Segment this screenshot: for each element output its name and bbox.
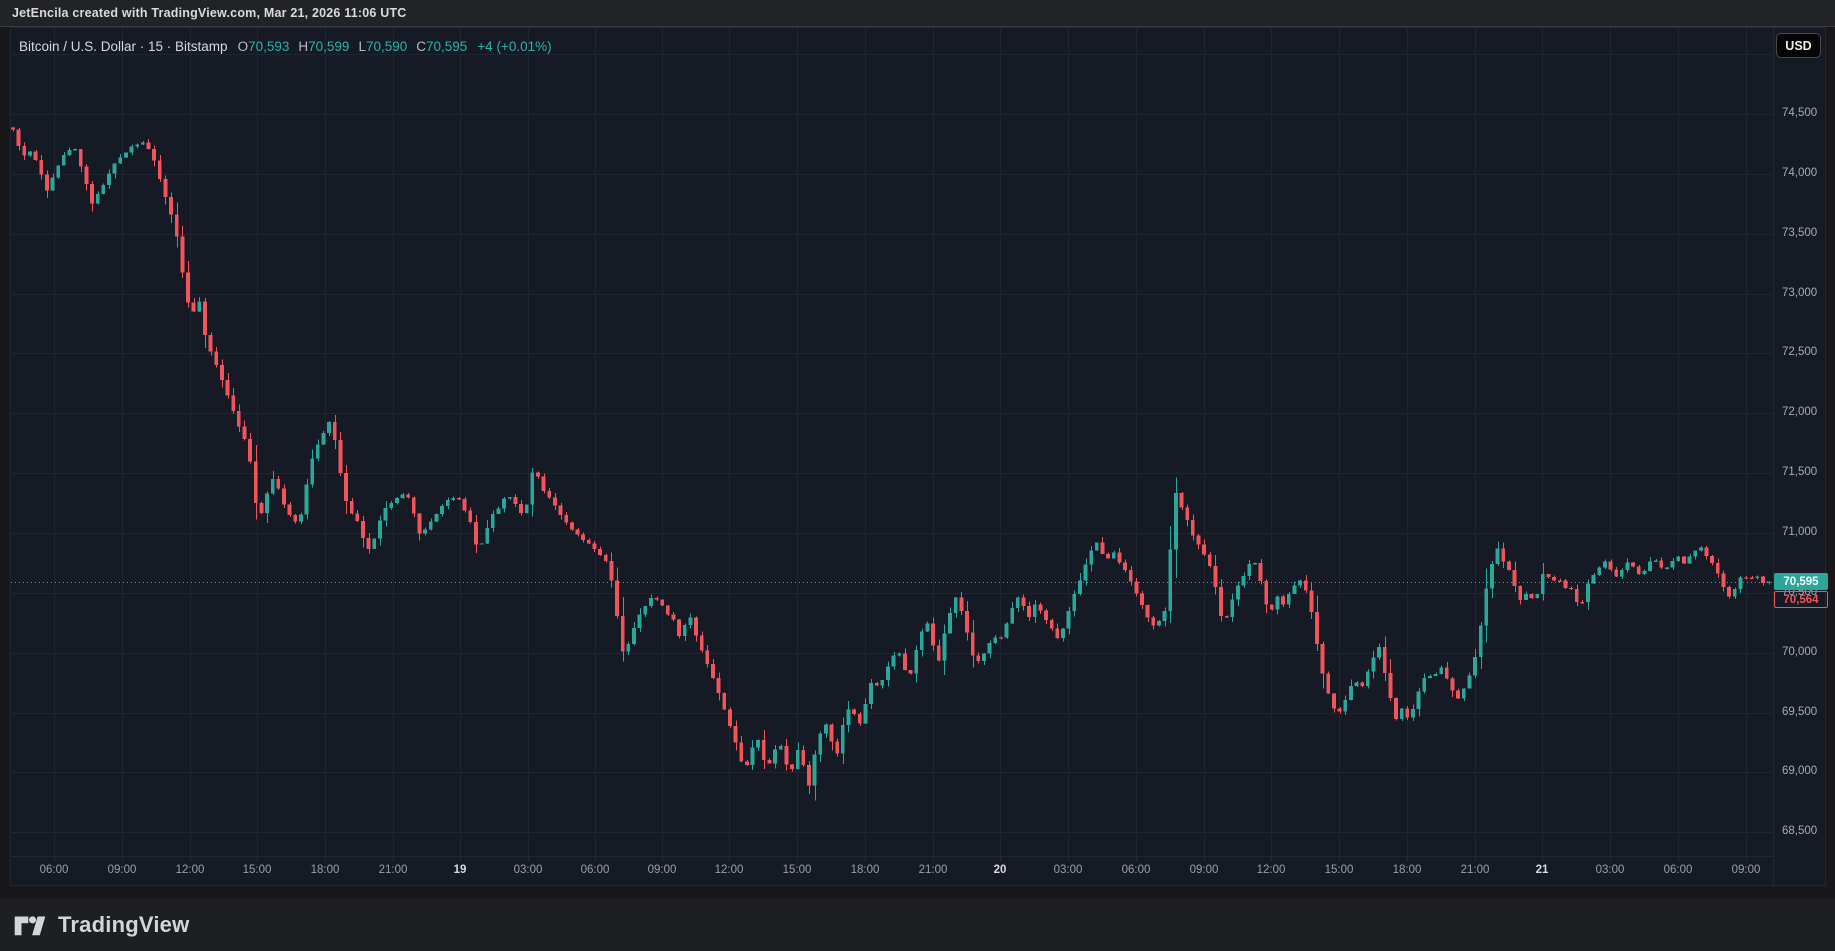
- time-tick-mark: [1407, 857, 1408, 861]
- price-axis-label: 70,000: [1782, 645, 1818, 658]
- current-price-badge: 70,595: [1774, 573, 1828, 590]
- time-axis-label: 21:00: [1460, 864, 1490, 876]
- time-tick-mark: [595, 857, 596, 861]
- time-tick-mark: [325, 857, 326, 861]
- time-axis-label: 12:00: [1256, 864, 1286, 876]
- time-axis-label: 18:00: [850, 864, 880, 876]
- time-tick-mark: [122, 857, 123, 861]
- attribution-text: JetEncila created with TradingView.com, …: [12, 6, 407, 20]
- tradingview-logo-text: TradingView: [58, 912, 190, 937]
- price-axis-label: 73,500: [1782, 226, 1818, 239]
- candlestick-chart[interactable]: Bitcoin / U.S. Dollar · 15 · Bitstamp O7…: [11, 28, 1773, 856]
- time-axis-day-label: 21: [1535, 864, 1549, 876]
- time-axis-day-label: 20: [993, 864, 1007, 876]
- time-tick-mark: [1678, 857, 1679, 861]
- price-axis-label: 74,500: [1782, 107, 1818, 120]
- time-axis-label: 18:00: [310, 864, 340, 876]
- time-tick-mark: [933, 857, 934, 861]
- time-tick-mark: [1475, 857, 1476, 861]
- time-axis-label: 21:00: [378, 864, 408, 876]
- footer-bar: TradingView: [0, 899, 1835, 951]
- secondary-price-badge: 70,564: [1774, 591, 1828, 608]
- time-tick-mark: [1746, 857, 1747, 861]
- price-axis-label: 74,000: [1782, 166, 1818, 179]
- chart-widget: Bitcoin / U.S. Dollar · 15 · Bitstamp O7…: [10, 27, 1828, 887]
- ohlc-item: O70,593: [237, 38, 290, 54]
- ohlc-item: H70,599: [298, 38, 350, 54]
- time-axis-label: 09:00: [1189, 864, 1219, 876]
- ohlc-values: O70,593 H70,599 L70,590 C70,595: [238, 39, 468, 54]
- time-axis-label: 15:00: [242, 864, 272, 876]
- time-axis-label: 21:00: [918, 864, 948, 876]
- time-axis-label: 06:00: [1121, 864, 1151, 876]
- time-axis-label: 03:00: [1053, 864, 1083, 876]
- tradingview-logo-icon: [14, 916, 46, 936]
- time-tick-mark: [1542, 857, 1543, 861]
- time-axis-label: 03:00: [513, 864, 543, 876]
- price-axis-label: 68,500: [1782, 825, 1818, 838]
- price-axis-label: 69,500: [1782, 705, 1818, 718]
- time-tick-mark: [865, 857, 866, 861]
- price-axis-label: 69,000: [1782, 765, 1818, 778]
- time-axis-label: 15:00: [782, 864, 812, 876]
- time-axis-label: 12:00: [175, 864, 205, 876]
- price-axis-label: 72,500: [1782, 346, 1818, 359]
- attribution-bar: JetEncila created with TradingView.com, …: [0, 0, 1835, 27]
- time-tick-mark: [797, 857, 798, 861]
- time-tick-mark: [662, 857, 663, 861]
- price-axis[interactable]: 70,595 70,564 74,500 74,000 73,500 73,000 72…: [1773, 28, 1828, 887]
- time-tick-mark: [190, 857, 191, 861]
- price-axis-label: 71,500: [1782, 466, 1818, 479]
- time-axis-label: 15:00: [1324, 864, 1354, 876]
- time-tick-mark: [1610, 857, 1611, 861]
- symbol-title[interactable]: Bitcoin / U.S. Dollar · 15 · Bitstamp: [19, 38, 228, 54]
- time-tick-mark: [257, 857, 258, 861]
- time-tick-mark: [1271, 857, 1272, 861]
- time-tick-mark: [460, 857, 461, 861]
- time-axis-label: 18:00: [1392, 864, 1422, 876]
- time-axis[interactable]: 06:00 09:00 12:00 15:00 18:00 21:00 19 03:00 06:…: [11, 856, 1773, 887]
- time-tick-mark: [1136, 857, 1137, 861]
- chart-legend: Bitcoin / U.S. Dollar · 15 · Bitstamp O7…: [19, 36, 552, 56]
- price-axis-label: 71,000: [1782, 526, 1818, 539]
- time-axis-label: 06:00: [39, 864, 69, 876]
- time-tick-mark: [1068, 857, 1069, 861]
- time-axis-label: 06:00: [580, 864, 610, 876]
- ohlc-item: L70,590: [358, 38, 408, 54]
- time-axis-label: 09:00: [647, 864, 677, 876]
- time-tick-mark: [1204, 857, 1205, 861]
- time-tick-mark: [729, 857, 730, 861]
- currency-toggle-button[interactable]: USD: [1776, 33, 1821, 58]
- price-axis-label: 72,000: [1782, 406, 1818, 419]
- tradingview-logo[interactable]: TradingView: [13, 912, 189, 938]
- time-axis-label: 12:00: [714, 864, 744, 876]
- time-axis-label: 06:00: [1663, 864, 1693, 876]
- price-axis-label: 73,000: [1782, 286, 1818, 299]
- time-tick-mark: [1339, 857, 1340, 861]
- time-tick-mark: [1000, 857, 1001, 861]
- time-tick-mark: [393, 857, 394, 861]
- time-axis-label: 03:00: [1595, 864, 1625, 876]
- time-axis-label: 09:00: [1731, 864, 1761, 876]
- change-value: +4 (+0.01%): [477, 38, 552, 54]
- time-axis-label: 09:00: [107, 864, 137, 876]
- ohlc-item: C70,595: [416, 38, 468, 54]
- time-axis-day-label: 19: [453, 864, 467, 876]
- time-tick-mark: [54, 857, 55, 861]
- time-tick-mark: [528, 857, 529, 861]
- chart-canvas[interactable]: [11, 28, 1773, 856]
